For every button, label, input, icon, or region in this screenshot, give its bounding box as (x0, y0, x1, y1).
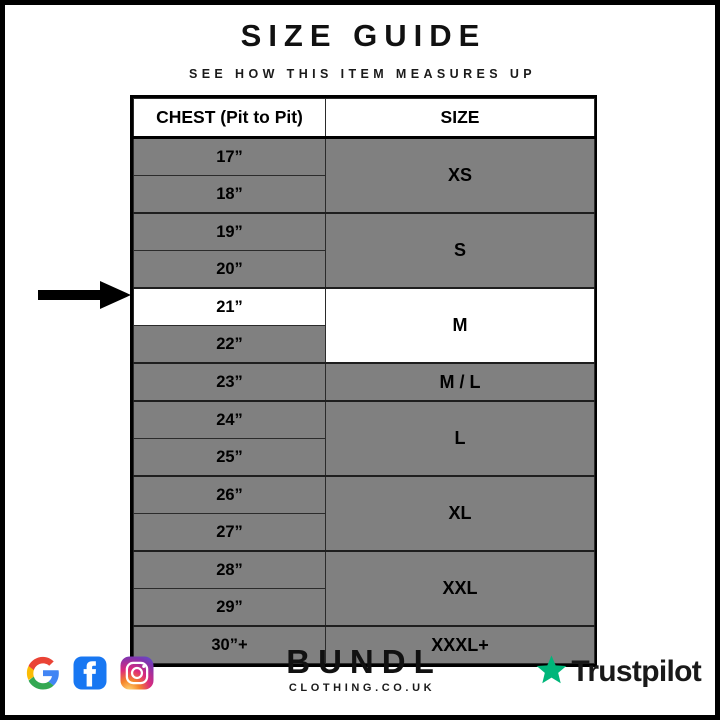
size-cell: XXL (325, 550, 595, 627)
table-row: 26” XL (133, 475, 595, 552)
table-row: 29” (133, 588, 595, 627)
instagram-icon[interactable] (119, 655, 155, 691)
column-header-size: SIZE (325, 98, 595, 139)
table-row: 21” M (133, 287, 595, 364)
table-row: 24” L (133, 400, 595, 477)
trustpilot-logo[interactable]: Trustpilot (536, 654, 702, 690)
brand-logo: BUNDL CLOTHING.CO.UK (5, 643, 715, 694)
chest-cell: 24” (133, 400, 326, 439)
table-row: 20” (133, 250, 595, 289)
chest-cell: 28” (133, 550, 326, 589)
brand-tagline: CLOTHING.CO.UK (288, 681, 436, 694)
chest-cell: 23” (133, 362, 326, 402)
table-row: 28” XXL (133, 550, 595, 627)
table-body: 17” XS 18” 19” S 20” 21” M 22” 23” M / L 24” L 25” 26”… (133, 136, 595, 664)
google-icon[interactable] (25, 655, 61, 691)
chest-cell: 27” (133, 513, 326, 552)
size-cell: XS (325, 136, 595, 214)
size-cell: S (325, 212, 595, 289)
footer: BUNDL CLOTHING.CO.UK Trustpilot (5, 637, 715, 707)
brand-name: BUNDL (286, 643, 442, 680)
table-row: 27” (133, 513, 595, 552)
size-cell: XXXL+ (325, 625, 595, 664)
right-arrow-icon (38, 281, 131, 309)
trustpilot-wordmark: Trustpilot (571, 655, 701, 688)
header: SIZE GUIDE SEE HOW THIS ITEM MEASURES UP (5, 18, 715, 82)
facebook-icon[interactable] (72, 655, 108, 691)
table-row: 30”+ XXXL+ (133, 625, 595, 664)
column-header-chest: CHEST (Pit to Pit) (133, 98, 326, 139)
page-title: SIZE GUIDE (240, 18, 487, 53)
size-cell: XL (325, 475, 595, 552)
size-table: CHEST (Pit to Pit) SIZE 17” XS 18” 19” S 20” 2… (133, 98, 595, 664)
table-row: 18” (133, 175, 595, 214)
table-row: 23” M / L (133, 362, 595, 402)
chest-cell: 30”+ (133, 625, 326, 664)
chest-cell: 18” (133, 175, 326, 214)
table-header: CHEST (Pit to Pit) SIZE (133, 98, 595, 139)
chest-cell: 25” (133, 438, 326, 477)
size-cell: M / L (325, 362, 595, 402)
table-header-row: CHEST (Pit to Pit) SIZE (133, 98, 595, 139)
chest-cell: 26” (133, 475, 326, 514)
size-table-container: CHEST (Pit to Pit) SIZE 17” XS 18” 19” S 20” 2… (130, 95, 597, 667)
chest-cell: 17” (133, 136, 326, 176)
size-cell: L (325, 400, 595, 477)
page-subtitle: SEE HOW THIS ITEM MEASURES UP (188, 67, 537, 82)
social-links (25, 655, 155, 691)
table-row: 19” S (133, 212, 595, 289)
chest-cell: 29” (133, 588, 326, 627)
table-row: 17” XS (133, 136, 595, 214)
chest-cell: 20” (133, 250, 326, 289)
chest-cell: 21” (133, 287, 326, 326)
trustpilot-star-icon (536, 654, 567, 690)
table-row: 25” (133, 438, 595, 477)
size-cell: M (325, 287, 595, 364)
chest-cell: 19” (133, 212, 326, 251)
chest-cell: 22” (133, 325, 326, 364)
